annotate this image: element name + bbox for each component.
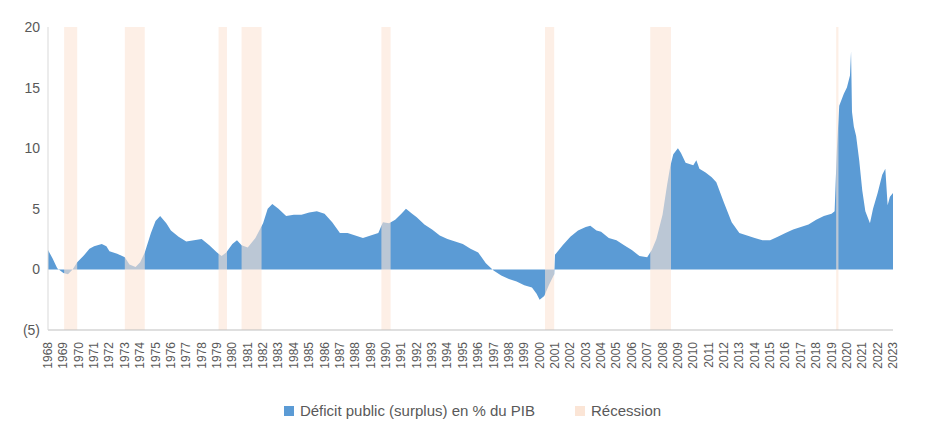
svg-text:1972: 1972 [102,342,116,369]
svg-text:1986: 1986 [318,342,332,369]
svg-text:1968: 1968 [41,342,55,369]
svg-text:1973: 1973 [118,342,132,369]
svg-text:1975: 1975 [149,342,163,369]
svg-text:2007: 2007 [640,342,654,369]
svg-text:2000: 2000 [533,342,547,369]
html-text:Déficit public (surplus) en %: Déficit public (surplus) en % du PIB [299,402,535,419]
svg-text:(5): (5) [23,322,40,338]
svg-text:5: 5 [32,201,40,217]
svg-text:2014: 2014 [748,342,762,369]
svg-text:1987: 1987 [333,342,347,369]
svg-text:2003: 2003 [579,342,593,369]
svg-text:1971: 1971 [87,342,101,369]
svg-text:15: 15 [24,80,40,96]
svg-text:2009: 2009 [671,342,685,369]
svg-text:1996: 1996 [471,342,485,369]
svg-text:2019: 2019 [825,342,839,369]
svg-text:2012: 2012 [717,342,731,369]
svg-text:2010: 2010 [686,342,700,369]
svg-text:2020: 2020 [840,342,854,369]
svg-text:1982: 1982 [256,342,270,369]
svg-text:1976: 1976 [164,342,178,369]
svg-text:2011: 2011 [702,342,716,368]
svg-text:2022: 2022 [871,342,885,369]
svg-text:1979: 1979 [210,342,224,369]
svg-text:2013: 2013 [732,342,746,369]
svg-text:1974: 1974 [133,342,147,369]
svg-text:1995: 1995 [456,342,470,369]
svg-text:0: 0 [32,261,40,277]
svg-text:1985: 1985 [302,342,316,369]
svg-text:10: 10 [24,140,40,156]
svg-text:1997: 1997 [487,342,501,369]
svg-text:1984: 1984 [287,342,301,369]
svg-text:1969: 1969 [56,342,70,369]
svg-text:1989: 1989 [364,342,378,369]
svg-text:1991: 1991 [394,342,408,369]
svg-text:2017: 2017 [794,342,808,369]
svg-text:2001: 2001 [548,342,562,369]
svg-text:1999: 1999 [517,342,531,369]
svg-text:2002: 2002 [563,342,577,369]
svg-text:2004: 2004 [594,342,608,369]
svg-text:1994: 1994 [440,342,454,369]
svg-text:1990: 1990 [379,342,393,369]
svg-text:2021: 2021 [855,342,869,369]
svg-text:1978: 1978 [195,342,209,369]
svg-text:1977: 1977 [179,342,193,369]
svg-text:1970: 1970 [72,342,86,369]
svg-text:1983: 1983 [271,342,285,369]
svg-text:2016: 2016 [778,342,792,369]
svg-text:2008: 2008 [656,342,670,369]
svg-text:1981: 1981 [241,342,255,369]
svg-text:2023: 2023 [886,342,900,369]
svg-text:1998: 1998 [502,342,516,369]
svg-text:1980: 1980 [225,342,239,369]
svg-text:2006: 2006 [625,342,639,369]
svg-text:2005: 2005 [609,342,623,369]
svg-text:20: 20 [24,19,40,35]
html-text:Récession: Récession [591,402,662,419]
svg-text:1988: 1988 [348,342,362,369]
svg-text:2018: 2018 [809,342,823,369]
svg-text:1992: 1992 [410,342,424,369]
svg-text:2015: 2015 [763,342,777,369]
svg-text:1993: 1993 [425,342,439,369]
